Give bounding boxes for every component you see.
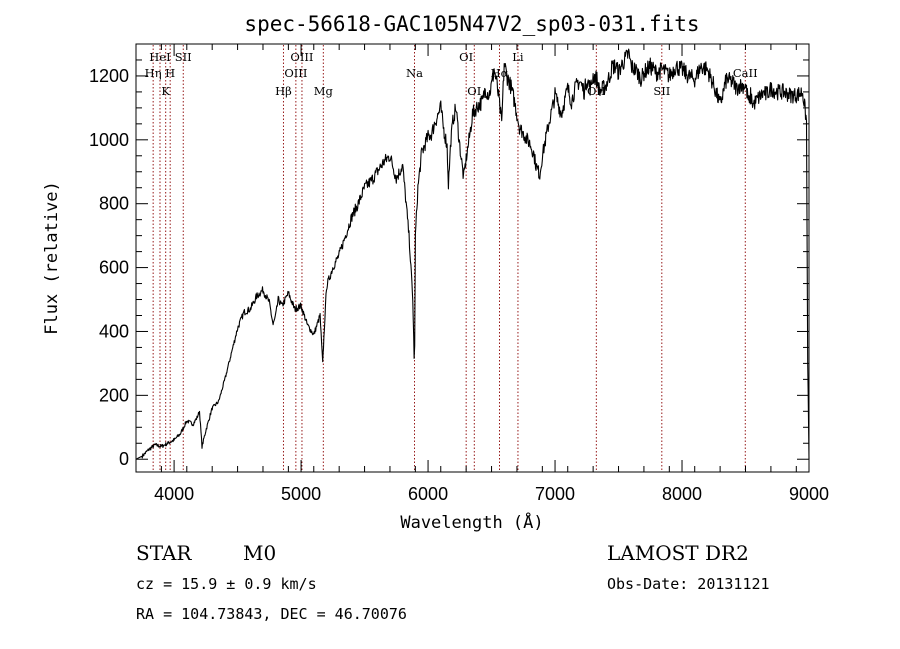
x-tick-label: 5000: [281, 484, 321, 504]
y-tick-label: 0: [119, 449, 129, 469]
spectral-line-label: OIII: [284, 66, 307, 80]
y-axis: 0 200 400 600 800 1000 1200: [89, 43, 809, 469]
coordinates: RA = 104.73843, DEC = 46.70076: [136, 605, 407, 623]
x-tick-label: 9000: [789, 484, 829, 504]
spectral-line-label: OIII: [290, 50, 313, 64]
spectrum-series-line: [135, 48, 810, 460]
y-tick-label: 800: [99, 194, 129, 214]
object-type: STAR: [136, 541, 192, 565]
y-tick-label: 1000: [89, 130, 129, 150]
redshift-velocity: cz = 15.9 ± 0.9 km/s: [136, 575, 317, 593]
spectral-line-label: OI: [459, 50, 473, 64]
spectral-line-label: Hβ: [275, 84, 292, 98]
spectral-line-label: Hη: [145, 66, 162, 80]
spectral-line-label: Mg: [314, 84, 334, 98]
observation-date: Obs-Date: 20131121: [607, 575, 770, 593]
spectral-line-label: OI: [467, 84, 481, 98]
spectral-line-label: OII: [587, 84, 606, 98]
spectral-line-label: HeI: [149, 50, 170, 64]
y-axis-label: Flux (relative): [42, 181, 62, 335]
y-tick-label: 200: [99, 385, 129, 405]
x-tick-label: 4000: [154, 484, 194, 504]
x-tick-label: 8000: [662, 484, 702, 504]
x-axis: 4000 5000 6000 7000 8000 9000: [135, 44, 829, 504]
chart-title: spec-56618-GAC105N47V2_sp03-031.fits: [244, 12, 699, 36]
spectral-line-label: K: [161, 84, 170, 98]
plot-frame: [135, 43, 810, 473]
spectral-subclass: M0: [243, 541, 276, 565]
x-tick-label: 6000: [408, 484, 448, 504]
y-tick-label: 400: [99, 321, 129, 341]
survey-name: LAMOST DR2: [607, 541, 749, 565]
spectral-line-label: CaII: [733, 66, 758, 80]
y-tick-label: 600: [99, 258, 129, 278]
spectral-line-label: SII: [175, 50, 192, 64]
spectral-line-label: H: [165, 66, 175, 80]
spectral-line-label: Li: [512, 50, 524, 64]
spectral-line-markers: [152, 45, 746, 471]
x-axis-label: Wavelength (Å): [400, 511, 543, 533]
y-tick-label: 1200: [89, 66, 129, 86]
x-tick-label: 7000: [535, 484, 575, 504]
spectral-line-label: Na: [406, 66, 423, 80]
spectral-line-label: SII: [653, 84, 670, 98]
